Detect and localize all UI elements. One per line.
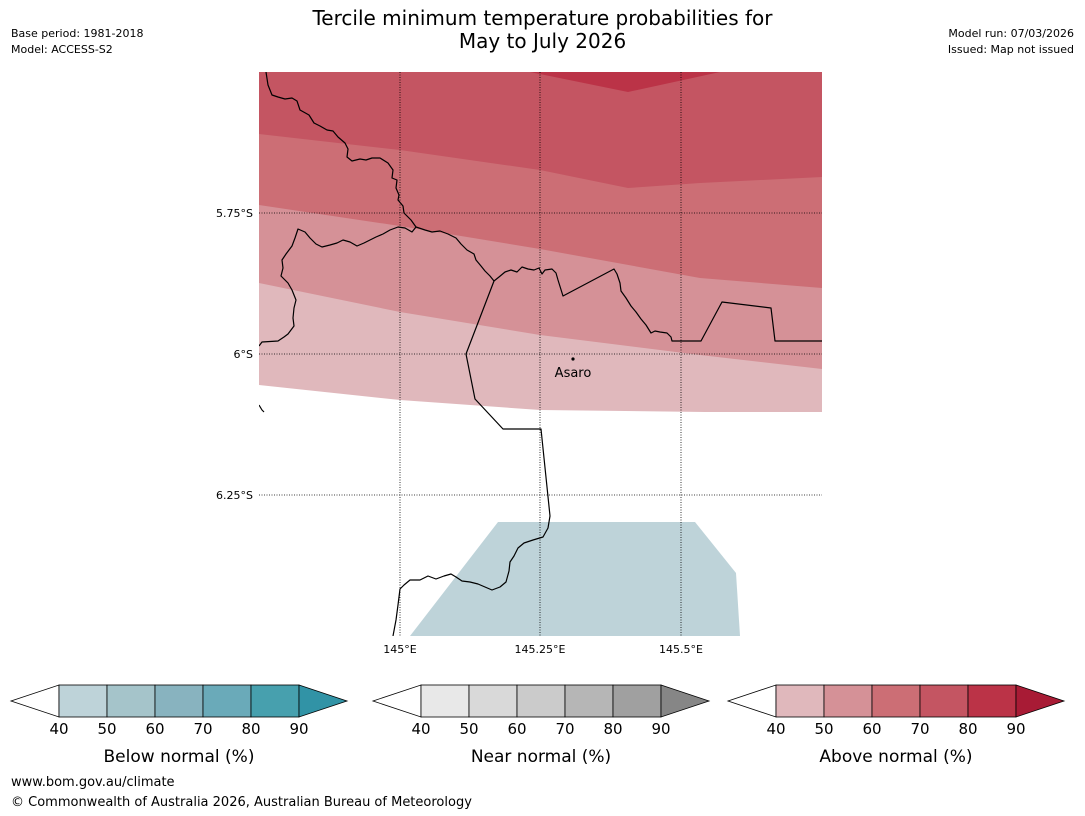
colorbar-title: Below normal (%) — [104, 747, 255, 767]
colorbar-segment — [823, 684, 873, 718]
colorbar-tick-label: 70 — [910, 720, 929, 738]
lon-label-145: 145°E — [383, 643, 416, 656]
graticule — [259, 72, 822, 636]
above-70-80-band — [259, 72, 822, 188]
colorbar-2: 40 50 60 70 80 90 Near normal (%) — [371, 684, 711, 767]
model-name: Model: ACCESS-S2 — [11, 43, 113, 56]
colorbar-segment — [106, 684, 156, 718]
colorbar-tick-label: 40 — [766, 720, 785, 738]
colorbar-tick-label: 90 — [289, 720, 308, 738]
colorbar-tick-label: 60 — [862, 720, 881, 738]
colorbar-right-extension — [660, 684, 711, 718]
below-40-50-region — [410, 522, 740, 636]
province-boundaries — [259, 72, 822, 636]
colorbar-left-extension — [371, 684, 422, 718]
colorbar-tick-label: 50 — [459, 720, 478, 738]
colorbar-segment — [202, 684, 252, 718]
colorbar-tick-label: 50 — [97, 720, 116, 738]
colorbar-3: 40 50 60 70 80 90 Above normal (%) — [726, 684, 1066, 767]
colorbar-title: Above normal (%) — [819, 747, 972, 767]
colorbar-segment — [420, 684, 470, 718]
issued-status: Issued: Map not issued — [947, 43, 1074, 56]
colorbar-legends: 40 50 60 70 80 90 Below normal (%) 40 50 60 70 80 90… — [9, 684, 1066, 767]
colorbar-segment — [468, 684, 518, 718]
model-run: Model run: 07/03/2026 — [948, 27, 1074, 40]
colorbar-tick-label: 80 — [603, 720, 622, 738]
colorbar-tick-label: 60 — [145, 720, 164, 738]
asaro-label: Asaro — [555, 366, 592, 381]
colorbar-tick-label: 90 — [651, 720, 670, 738]
colorbar-segment — [967, 684, 1017, 718]
colorbar-left-extension — [9, 684, 60, 718]
colorbar-tick-label: 90 — [1006, 720, 1025, 738]
colorbar-segment — [58, 684, 108, 718]
colorbar-segment — [612, 684, 662, 718]
colorbar-tick-label: 60 — [507, 720, 526, 738]
colorbar-segment — [919, 684, 969, 718]
lon-label-145-5: 145.5°E — [659, 643, 703, 656]
lat-label-6-25: 6.25°S — [216, 489, 253, 502]
meta-right: Model run: 07/03/2026 Issued: Map not is… — [948, 26, 1074, 58]
boundary-north — [259, 72, 417, 347]
colorbar-tick-label: 80 — [958, 720, 977, 738]
lon-label-145-25: 145.25°E — [515, 643, 566, 656]
colorbar-tick-label: 40 — [411, 720, 430, 738]
map-title: Tercile minimum temperature probabilitie… — [0, 7, 1085, 53]
colorbar-tick-label: 40 — [49, 720, 68, 738]
colorbar-tick-label: 80 — [241, 720, 260, 738]
colorbar-segment — [154, 684, 204, 718]
colorbar-segment — [871, 684, 921, 718]
footer-copyright: © Commonwealth of Australia 2026, Austra… — [11, 795, 472, 810]
above-80-90-band — [530, 72, 720, 92]
colorbar-tick-label: 70 — [193, 720, 212, 738]
colorbar-left-extension — [726, 684, 777, 718]
probability-fill-layer — [259, 72, 822, 636]
lat-label-6: 6°S — [234, 348, 253, 361]
boundary-south — [392, 280, 551, 636]
colorbar-segment — [250, 684, 300, 718]
meta-left: Base period: 1981-2018 Model: ACCESS-S2 — [11, 26, 143, 58]
title-line-2: May to July 2026 — [458, 29, 627, 53]
lat-label-5-75: 5.75°S — [216, 207, 253, 220]
title-line-1: Tercile minimum temperature probabilitie… — [312, 6, 773, 30]
colorbar-segment — [775, 684, 825, 718]
asaro-marker — [571, 357, 575, 361]
footer: www.bom.gov.au/climate © Commonwealth of… — [11, 773, 472, 813]
colorbar-tick-label: 70 — [555, 720, 574, 738]
base-period: Base period: 1981-2018 — [11, 27, 144, 40]
footer-url[interactable]: www.bom.gov.au/climate — [11, 775, 175, 790]
colorbar-segment — [516, 684, 566, 718]
colorbar-right-extension — [298, 684, 349, 718]
boundary-fragment — [259, 404, 265, 413]
colorbar-1: 40 50 60 70 80 90 Below normal (%) — [9, 684, 349, 767]
colorbar-tick-label: 50 — [814, 720, 833, 738]
boundary-central — [415, 226, 822, 342]
colorbar-segment — [564, 684, 614, 718]
colorbar-right-extension — [1015, 684, 1066, 718]
colorbar-title: Near normal (%) — [471, 747, 611, 767]
